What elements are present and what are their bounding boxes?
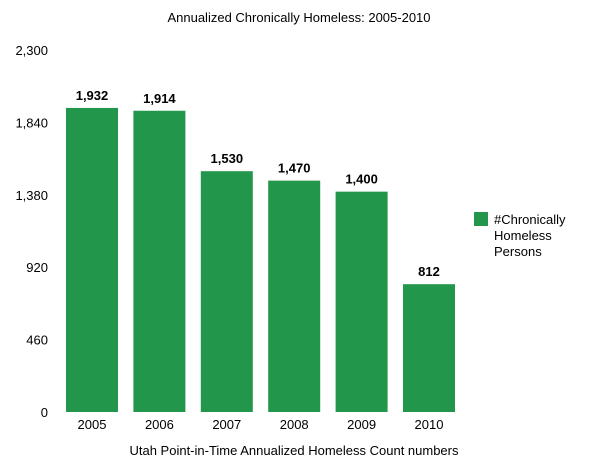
x-axis: 2005 2006 2007 2008 2009 2010: [78, 417, 444, 432]
x-tick-label: 2009: [347, 417, 376, 432]
x-tick-label: 2008: [280, 417, 309, 432]
bar-value-label: 812: [418, 264, 440, 279]
bar-value-label: 1,400: [345, 172, 378, 187]
y-tick-label: 460: [26, 333, 48, 348]
x-tick-label: 2006: [145, 417, 174, 432]
bar: [268, 180, 321, 412]
bar: [66, 107, 118, 413]
y-tick-label: 0: [41, 405, 48, 420]
legend-label: Homeless: [494, 228, 552, 243]
bar-value-label: 1,470: [278, 161, 311, 176]
y-tick-label: 2,300: [15, 43, 48, 58]
x-axis-label: Utah Point-in-Time Annualized Homeless C…: [129, 443, 459, 458]
y-tick-label: 1,380: [15, 188, 48, 203]
x-tick-label: 2007: [212, 417, 241, 432]
bar: [403, 284, 455, 412]
y-tick-label: 1,840: [15, 115, 48, 130]
legend-label: #Chronically: [494, 212, 566, 227]
x-tick-label: 2010: [415, 417, 444, 432]
x-tick-label: 2005: [78, 417, 107, 432]
bar-value-label: 1,530: [211, 151, 244, 166]
bar: [200, 171, 253, 412]
bar-value-label: 1,914: [143, 91, 176, 106]
bar-value-label: 1,932: [76, 88, 109, 103]
y-tick-label: 920: [26, 260, 48, 275]
bar: [335, 191, 388, 412]
chart-title: Annualized Chronically Homeless: 2005-20…: [167, 10, 430, 25]
bar: [133, 110, 186, 412]
legend-swatch: [474, 212, 488, 226]
y-axis: 0 460 920 1,380 1,840 2,300: [15, 43, 48, 420]
legend-label: Persons: [494, 244, 542, 259]
bars: 1,932 1,914 1,530 1,470 1,400 812: [66, 88, 455, 413]
